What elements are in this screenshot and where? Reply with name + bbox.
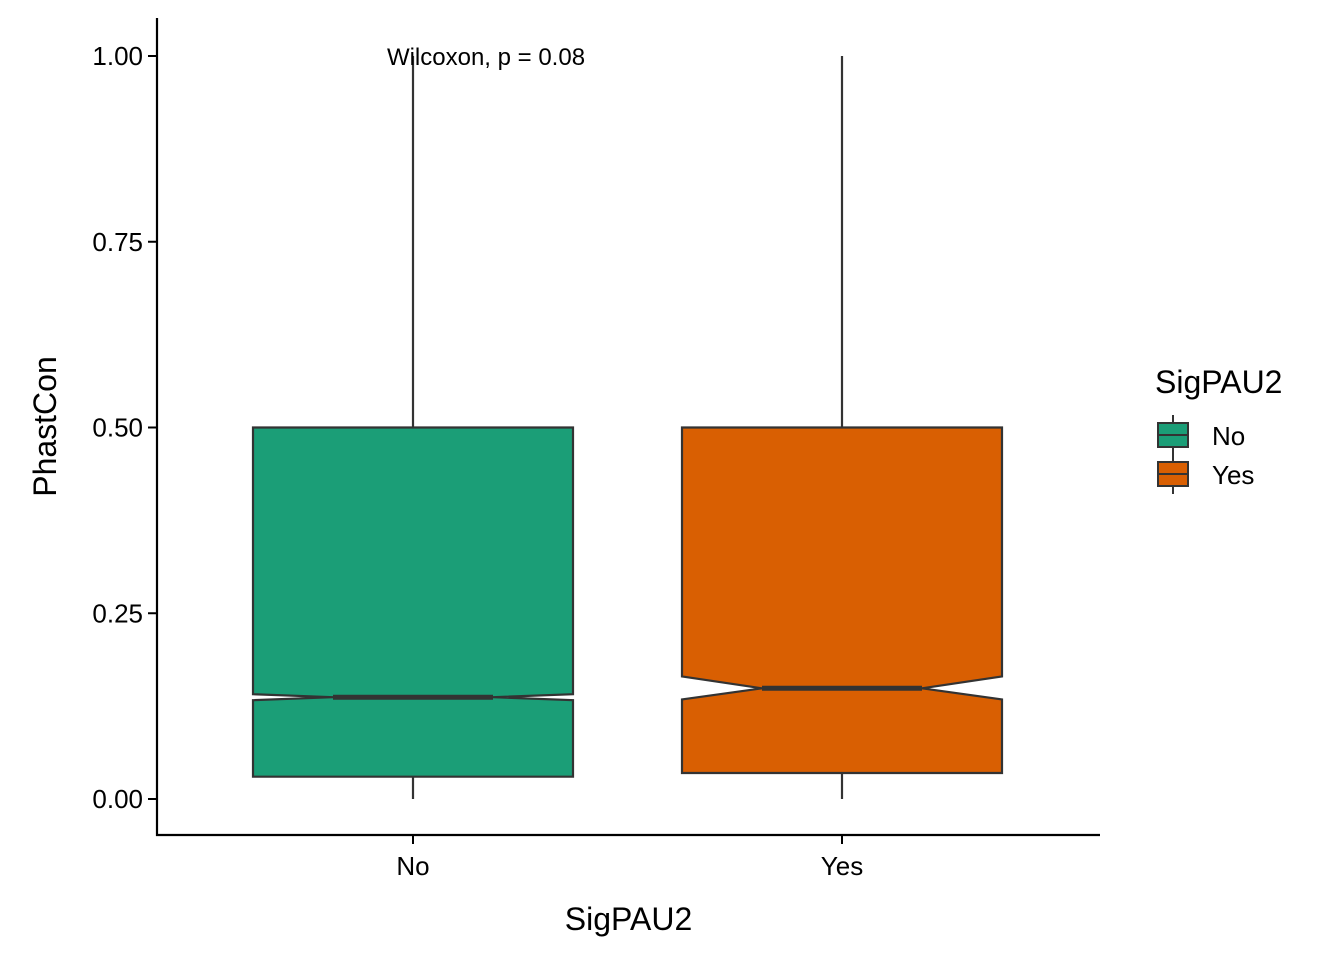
y-tick-label: 0.25 <box>92 598 143 628</box>
box-no <box>251 426 575 778</box>
legend-title: SigPAU2 <box>1155 364 1282 400</box>
x-ticks-layer: No Yes <box>396 835 863 881</box>
box-yes <box>680 426 1004 775</box>
y-ticks-layer: 0.00 0.25 0.50 0.75 1.00 <box>92 41 157 814</box>
y-axis-title: PhastCon <box>27 356 63 497</box>
boxes-layer <box>251 56 1004 799</box>
x-tick-label: No <box>396 851 429 881</box>
legend-label-yes: Yes <box>1212 460 1254 490</box>
y-tick-label: 0.50 <box>92 413 143 443</box>
legend-label-no: No <box>1212 421 1245 451</box>
y-tick-label: 0.75 <box>92 227 143 257</box>
legend: SigPAU2 No Yes <box>1155 364 1282 494</box>
x-axis-title: SigPAU2 <box>565 901 692 937</box>
x-tick-label: Yes <box>821 851 863 881</box>
y-tick-label: 1.00 <box>92 41 143 71</box>
annotation-label: Wilcoxon, p = 0.08 <box>387 44 585 71</box>
y-tick-label: 0.00 <box>92 784 143 814</box>
